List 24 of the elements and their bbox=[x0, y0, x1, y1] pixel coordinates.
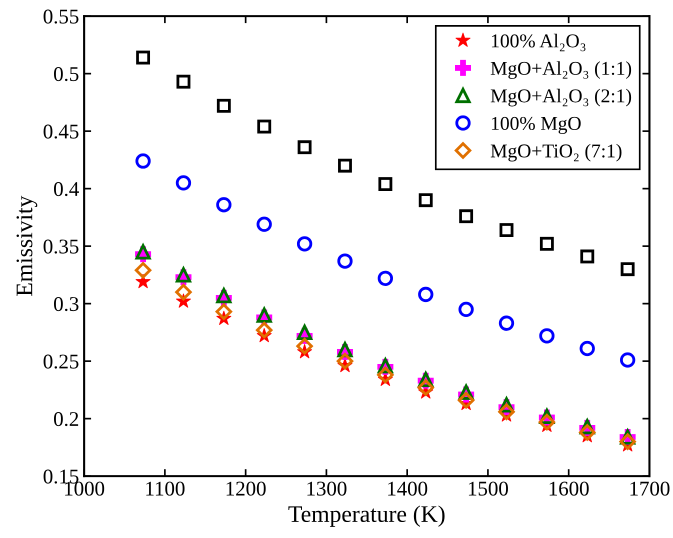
x-tick-label: 1400 bbox=[388, 482, 428, 496]
y-tick-label: 0.3 bbox=[54, 297, 78, 312]
x-tick-label: 1700 bbox=[630, 482, 670, 496]
x-tick-label: 1100 bbox=[146, 482, 185, 496]
y-axis-title: Emissivity bbox=[16, 196, 38, 296]
x-tick-label: 1600 bbox=[550, 482, 589, 496]
y-tick-label: 0.45 bbox=[44, 124, 78, 139]
x-tick-label: 1300 bbox=[307, 482, 346, 496]
y-tick-label: 0.2 bbox=[54, 412, 78, 426]
x-tick-label: 1200 bbox=[226, 482, 266, 496]
x-tick-label: 1000 bbox=[65, 482, 104, 496]
x-tick-label: 1500 bbox=[468, 482, 508, 496]
y-tick-label: 0.5 bbox=[54, 67, 78, 82]
x-axis-title: Temperature (K) bbox=[288, 505, 445, 527]
y-tick-label: 0.4 bbox=[54, 182, 79, 196]
y-tick-label: 0.35 bbox=[44, 240, 78, 254]
legend-label: MgO+Al₂O₃ (2:1) bbox=[490, 88, 632, 106]
legend-label: 100% Al₂O₃ bbox=[492, 34, 586, 52]
legend-label: MgO+TiO₂ (7:1) bbox=[490, 144, 622, 162]
y-tick-label: 0.55 bbox=[44, 10, 78, 24]
legend-label: MgO+Al₂O₃ (1:1) bbox=[490, 61, 632, 79]
legend-label: 100% MgO bbox=[492, 116, 581, 134]
y-tick-label: 0.15 bbox=[44, 470, 78, 484]
y-tick-label: 0.25 bbox=[44, 354, 78, 369]
